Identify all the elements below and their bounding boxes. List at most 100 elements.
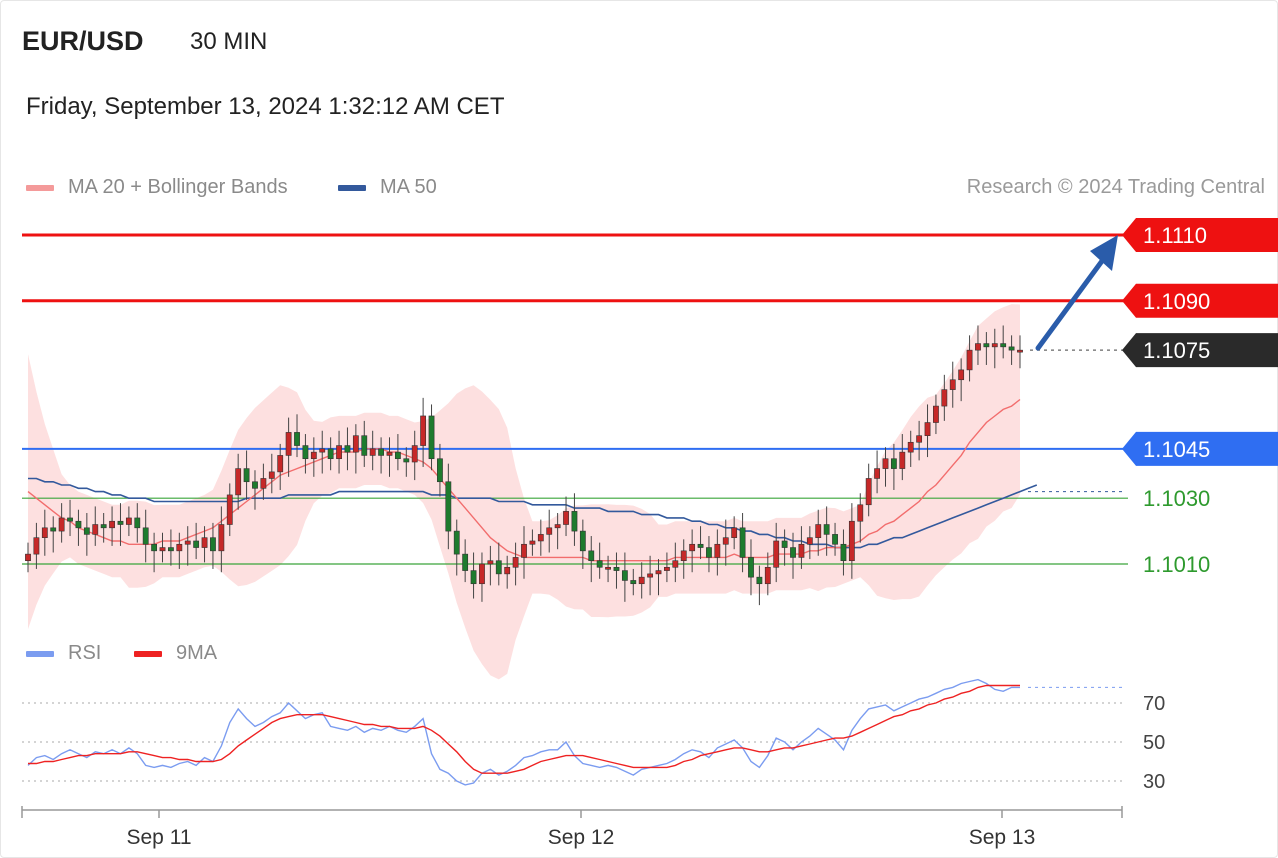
price-tag-label: 1.1045 [1143, 437, 1210, 462]
candle-body [428, 415, 435, 460]
candle [117, 503, 124, 546]
ma50-line [28, 477, 1038, 549]
candle [941, 374, 948, 421]
candle-body [739, 527, 746, 558]
candle [798, 526, 805, 569]
ma20-legend-label: MA 20 + Bollinger Bands [68, 176, 288, 198]
candle-body [109, 520, 115, 529]
candle [865, 463, 872, 517]
rsi-ma-legend-label: 9MA [176, 642, 218, 664]
rsi-ma-line [28, 684, 1020, 774]
candle [386, 437, 393, 477]
candle [630, 568, 637, 596]
candle-body [294, 432, 300, 446]
candle [243, 450, 250, 500]
candle-body [235, 468, 242, 496]
candle [781, 529, 788, 566]
candle-body [420, 415, 427, 446]
candle-body [1000, 343, 1007, 348]
candle-body [445, 481, 452, 532]
candle-body [58, 517, 65, 532]
candle-body [218, 524, 225, 552]
candle [756, 565, 763, 606]
candle-body [302, 445, 309, 460]
candle [50, 516, 57, 553]
candle-body [67, 517, 73, 522]
candle-body [975, 343, 981, 351]
candle [33, 522, 40, 569]
candle-body [621, 570, 628, 581]
candle-body [798, 543, 805, 558]
candle-body [546, 527, 553, 535]
candle [613, 552, 620, 589]
candle [92, 506, 99, 546]
candle [874, 450, 880, 494]
candle [731, 516, 738, 550]
candle [563, 496, 569, 537]
candle-body [1017, 349, 1023, 353]
candle-body [495, 560, 502, 575]
candle [83, 513, 90, 556]
research-credit: Research © 2024 Trading Central [966, 176, 1265, 198]
candle [445, 463, 452, 550]
candle [319, 430, 326, 474]
candle [706, 536, 712, 573]
candle [689, 529, 696, 573]
candle-body [966, 349, 973, 371]
candle-body [487, 560, 494, 565]
candle-body [857, 504, 864, 522]
candle [916, 420, 923, 461]
candle-body [50, 527, 57, 532]
support-level-label: 1.1030 [1143, 486, 1210, 511]
candle [605, 555, 611, 583]
candle [966, 335, 973, 382]
candle [159, 532, 166, 563]
candle-body [874, 468, 880, 479]
candle [479, 552, 485, 602]
ma20-swatch [26, 184, 54, 191]
candle-body [991, 343, 998, 348]
candle [949, 361, 956, 408]
price-tag-resistance [1122, 218, 1278, 252]
candle-body [378, 448, 384, 456]
candle [975, 325, 981, 365]
candle [655, 559, 662, 596]
rsi-tick-label: 70 [1143, 693, 1165, 715]
candle [495, 542, 502, 586]
candle [739, 513, 746, 573]
legend-rsi: RSI [26, 642, 101, 665]
candle [235, 453, 242, 510]
candle-body [899, 451, 906, 469]
candle-body [958, 369, 965, 381]
candle-body [933, 405, 939, 423]
candle-body [479, 563, 485, 585]
price-tag-label: 1.1075 [1143, 338, 1210, 363]
candle [832, 522, 838, 556]
candle [899, 434, 906, 481]
candle-body [714, 543, 721, 558]
candle [588, 536, 595, 583]
candle-body [630, 580, 637, 585]
candle-body [201, 537, 208, 548]
candle-body [159, 547, 166, 552]
candle [579, 519, 586, 569]
arrow-shaft [1035, 258, 1105, 351]
candle [100, 513, 107, 543]
candle [504, 555, 511, 589]
candle [361, 420, 368, 467]
candle [621, 552, 628, 602]
candle [75, 509, 82, 546]
candle-body [689, 543, 696, 552]
candle [638, 562, 645, 599]
candle [790, 532, 796, 579]
candle-body [823, 524, 830, 535]
candle-body [100, 524, 107, 529]
candle-body [563, 511, 569, 525]
candle [226, 483, 233, 537]
candle-body [571, 511, 578, 532]
candle-body [664, 566, 670, 571]
candle-body [327, 448, 334, 460]
candle [420, 397, 427, 467]
candle [453, 519, 460, 576]
candle-body [706, 547, 712, 558]
